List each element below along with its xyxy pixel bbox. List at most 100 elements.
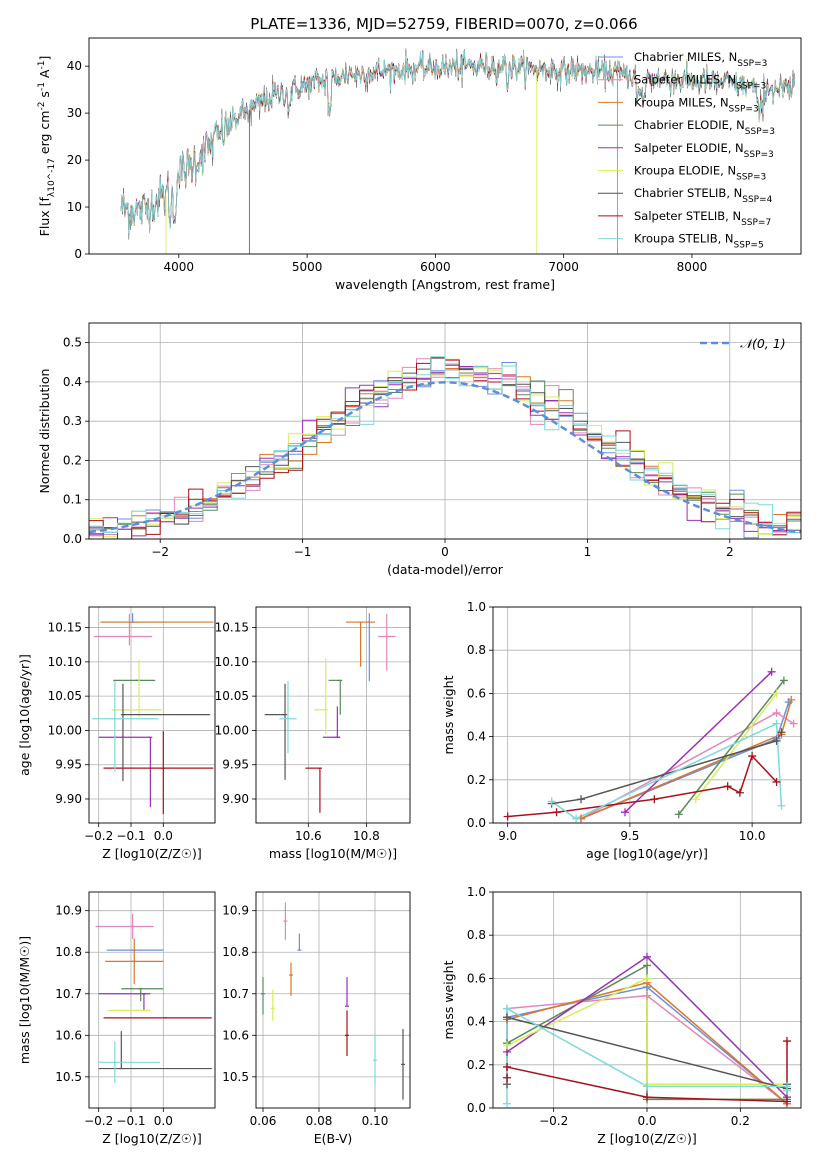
normal-curve [89,381,801,534]
y-tick-label: 10.7 [222,987,249,1001]
y-tick-label: 0.4 [63,375,82,389]
series-marker [643,991,651,1000]
x-tick-label: 0.0 [154,829,173,843]
x-tick-label: 0.2 [731,1114,750,1128]
spectrum-line [120,49,795,233]
y-tick-label: 0.2 [63,453,82,467]
x-tick-label: 0.10 [362,1114,389,1128]
series-marker [643,1093,651,1102]
series-marker [503,1041,511,1050]
x-tick-label: 4000 [164,260,195,274]
plot-area [507,671,795,820]
plot-area [120,48,795,254]
series-marker [789,719,798,728]
x-tick-label: 6000 [420,260,451,274]
legend-entry: Salpeter MILES, NSSP=3 [634,73,766,92]
y-tick-label: 40 [67,59,82,73]
panel-5: 9.0 9.5 10.0 0.0 0.2 0.4 0.6 0.8 1.0 age [log10(a… [441,600,802,861]
x-tick-label: −0.2 [539,1114,568,1128]
legend-entry: Salpeter STELIB, NSSP=7 [634,209,771,228]
y-tick-label: 10.9 [222,904,249,918]
x-tick-label: 2 [726,545,734,559]
x-axis-label: E(B-V) [314,1131,353,1146]
y-tick-label: 10.00 [215,723,249,737]
x-tick-label: −0.1 [116,829,145,843]
x-tick-label: 1 [584,545,592,559]
series-marker [772,708,781,717]
y-tick-label: 10 [67,200,82,214]
series-marker [643,952,651,961]
panel-3: −0.2 −0.1 0.0 9.90 9.95 10.00 10.05 10.10 10.15 Z… [17,606,216,861]
y-tick-label: 10.05 [48,689,82,703]
y-tick-label: 0.8 [467,928,486,942]
y-tick-label: 10.6 [55,1028,82,1042]
axes-frame [255,606,411,824]
x-tick-label: 0 [441,545,449,559]
y-tick-label: 10.10 [48,655,82,669]
series-marker [783,1086,791,1095]
y-tick-label: 10.7 [55,987,82,1001]
x-tick-label: 5000 [292,260,323,274]
series-marker [503,1073,511,1082]
legend-entry: Salpeter ELODIE, NSSP=3 [634,141,774,160]
series-marker [643,974,651,983]
y-axis-label: Normed distribution [37,369,52,494]
figure-title: PLATE=1336, MJD=52759, FIBERID=0070, z=0… [250,15,637,33]
series-marker [772,736,781,745]
y-tick-label: 1.0 [467,885,486,899]
x-axis-label: Z [log10(Z/Z☉)] [597,1131,697,1146]
y-tick-label: 0.2 [467,773,486,787]
series-line [551,722,783,820]
series-marker [552,808,561,817]
series-marker [772,777,781,786]
series-marker [783,1037,791,1046]
series-marker [777,728,786,737]
series-marker [748,752,757,761]
x-tick-label: −2 [151,545,169,559]
series-marker [787,695,796,704]
y-axis-label: Flux [fλ10^-17 erg cm-2 s-1 A-1] [37,56,57,237]
series-marker [503,1099,511,1108]
panel-7: 0.06 0.08 0.10 10.5 10.6 10.7 10.8 10.9 E(B-V) [222,891,411,1146]
y-tick-label: 10.9 [55,904,82,918]
axes-frame [492,606,802,824]
x-tick-label: 0.08 [306,1114,333,1128]
y-axis-label: mass weight [441,960,456,1039]
y-tick-label: 9.90 [55,792,82,806]
x-tick-label: −0.1 [116,1114,145,1128]
x-tick-label: 8000 [677,260,708,274]
series-line [551,731,783,805]
histogram-steps [89,356,801,536]
legend-entry: Kroupa ELODIE, NSSP=3 [634,164,766,183]
legend-entry: Chabrier MILES, NSSP=3 [634,50,767,69]
axes-frame [88,322,802,540]
series-marker [691,795,700,804]
x-tick-label: −1 [294,545,312,559]
series-line [695,692,778,800]
panel-8: −0.2 0.0 0.2 0.0 0.2 0.4 0.6 0.8 1.0 Z [log10(Z/Z… [441,885,802,1146]
y-tick-label: 0.4 [467,1015,486,1029]
y-axis-label: mass [log10(M/M☉)] [17,936,32,1064]
series-line [506,977,787,1085]
y-axis-label: mass weight [441,675,456,754]
y-tick-label: 0.6 [467,971,486,985]
y-tick-label: 0.0 [467,816,486,830]
series-marker [779,676,788,685]
y-tick-label: 0.6 [467,686,486,700]
axes-frame [88,37,802,255]
plot-area [264,613,396,813]
x-tick-label: 0.0 [637,1114,656,1128]
series-marker [674,810,683,819]
x-axis-label: Z [log10(Z/Z☉)] [102,846,202,861]
y-tick-label: 0 [74,247,82,261]
series-line [624,671,773,813]
series-marker [621,808,629,817]
y-tick-label: 0.1 [63,493,82,507]
series-marker [735,788,744,797]
y-tick-label: 1.0 [467,600,486,614]
legend-entry: 𝒩(0, 1) [740,336,786,351]
y-tick-label: 0.3 [63,414,82,428]
x-tick-label: 0.0 [154,1114,173,1128]
y-tick-label: 30 [67,106,82,120]
